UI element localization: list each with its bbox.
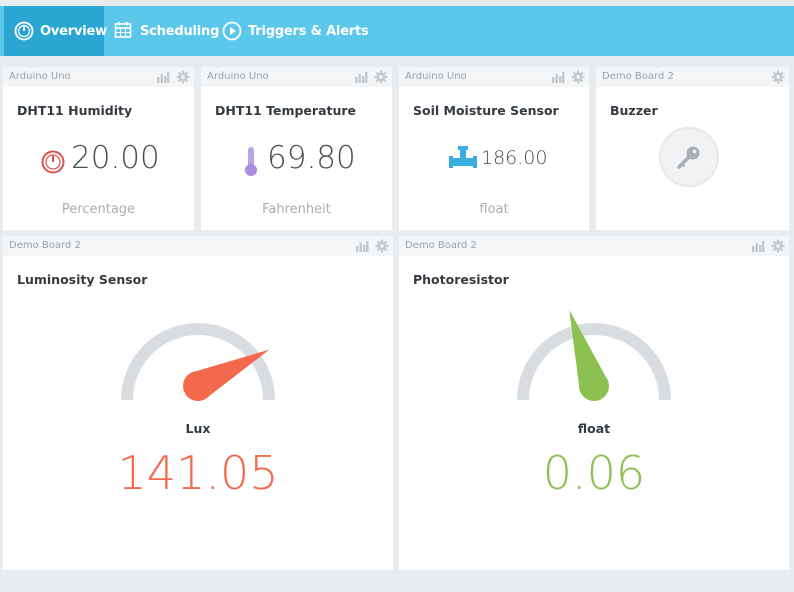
gear-icon[interactable] xyxy=(375,239,389,253)
tab-triggers-alerts-label: Triggers & Alerts xyxy=(248,23,369,39)
sensor-value: 20.00 xyxy=(71,140,160,176)
card-header: Demo Board 2 xyxy=(596,67,789,87)
widget-title: DHT11 Temperature xyxy=(215,103,357,118)
chart-icon[interactable] xyxy=(156,70,170,84)
gauge-needle-hub xyxy=(183,371,213,401)
sensor-value: 141.05 xyxy=(117,446,279,500)
unit-label: float xyxy=(479,202,509,217)
sensor-value: 186.00 xyxy=(481,147,548,169)
gear-icon[interactable] xyxy=(176,70,190,84)
gauge-needle-hub xyxy=(579,371,609,401)
unit-label: float xyxy=(577,421,611,436)
gear-icon[interactable] xyxy=(771,70,785,84)
widget-dht11-temperature: Arduino Uno DHT11 Temperature 69.80 Fahr… xyxy=(201,67,392,230)
unit-label: Percentage xyxy=(61,202,136,217)
board-label: Arduino Uno xyxy=(207,71,269,82)
widget-photoresistor: Demo Board 2 Photoresistor float 0.06 xyxy=(399,236,789,570)
chart-icon[interactable] xyxy=(355,239,369,253)
luminosity-gauge xyxy=(121,323,275,401)
widget-title: Photoresistor xyxy=(413,272,509,287)
board-label: Demo Board 2 xyxy=(9,240,81,251)
widget-title: DHT11 Humidity xyxy=(17,103,133,118)
board-label: Demo Board 2 xyxy=(602,71,674,82)
card-header: Arduino Uno xyxy=(399,67,589,87)
tab-scheduling[interactable]: Scheduling xyxy=(114,6,219,56)
tab-overview[interactable]: Overview xyxy=(4,6,107,56)
unit-label: Lux xyxy=(185,421,211,436)
photoresistor-gauge xyxy=(517,309,671,401)
tab-overview-label: Overview xyxy=(40,23,107,39)
dashboard-icon xyxy=(14,21,34,41)
gauge-icon xyxy=(41,150,65,174)
gauge-needle xyxy=(569,309,609,391)
widget-luminosity-sensor: Demo Board 2 Luminosity Sensor Lux 141.0… xyxy=(3,236,393,570)
play-circle-icon xyxy=(222,21,242,41)
gear-icon[interactable] xyxy=(771,239,785,253)
thermometer-icon xyxy=(245,147,257,176)
card-header: Demo Board 2 xyxy=(3,236,393,256)
valve-icon xyxy=(449,146,477,168)
widget-buzzer: Demo Board 2 Buzzer xyxy=(596,67,789,230)
widget-dht11-humidity: Arduino Uno DHT11 Humidity 20.00 Percent… xyxy=(3,67,194,230)
top-nav-bar: Overview Scheduling Triggers & Alerts xyxy=(0,6,794,56)
key-icon xyxy=(677,146,700,169)
gear-icon[interactable] xyxy=(571,70,585,84)
widget-title: Soil Moisture Sensor xyxy=(413,103,559,118)
card-header: Arduino Uno xyxy=(201,67,392,87)
chart-icon[interactable] xyxy=(551,70,565,84)
board-label: Arduino Uno xyxy=(405,71,467,82)
board-label: Arduino Uno xyxy=(9,71,71,82)
card-header: Demo Board 2 xyxy=(399,236,789,256)
tab-triggers-alerts[interactable]: Triggers & Alerts xyxy=(222,6,369,56)
widget-title: Luminosity Sensor xyxy=(17,272,148,287)
tab-scheduling-label: Scheduling xyxy=(140,23,220,39)
chart-icon[interactable] xyxy=(751,239,765,253)
widget-soil-moisture: Arduino Uno Soil Moisture Sensor 186.00 … xyxy=(399,67,589,230)
calendar-icon xyxy=(114,21,134,41)
card-header: Arduino Uno xyxy=(3,67,194,87)
widget-title: Buzzer xyxy=(610,103,658,118)
board-label: Demo Board 2 xyxy=(405,240,477,251)
buzzer-toggle-button[interactable] xyxy=(659,127,719,187)
unit-label: Fahrenheit xyxy=(262,202,331,217)
chart-icon[interactable] xyxy=(354,70,368,84)
sensor-value: 0.06 xyxy=(542,446,646,500)
gear-icon[interactable] xyxy=(374,70,388,84)
sensor-value: 69.80 xyxy=(267,140,356,176)
